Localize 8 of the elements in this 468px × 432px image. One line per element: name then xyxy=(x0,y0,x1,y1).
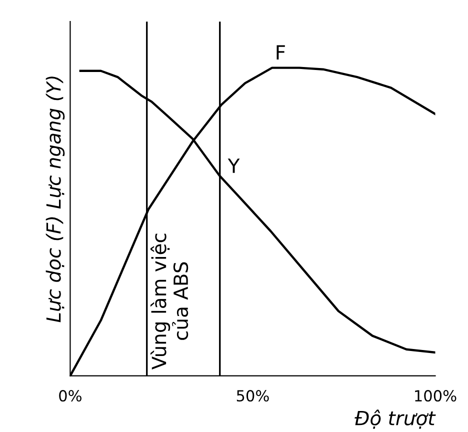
y-axis-title: Lực dọc (F) Lực ngang (Y) xyxy=(46,76,65,322)
x-tick-label: 50% xyxy=(236,390,269,402)
series-label: F xyxy=(276,45,285,60)
x-tick-label: 100% xyxy=(415,390,456,402)
series-label: Y xyxy=(228,158,240,173)
x-tick-label: 0% xyxy=(59,390,82,402)
x-axis-title: Độ trượt xyxy=(354,410,436,429)
ref-line-label: Vùng làm việc của ABS xyxy=(150,234,188,370)
